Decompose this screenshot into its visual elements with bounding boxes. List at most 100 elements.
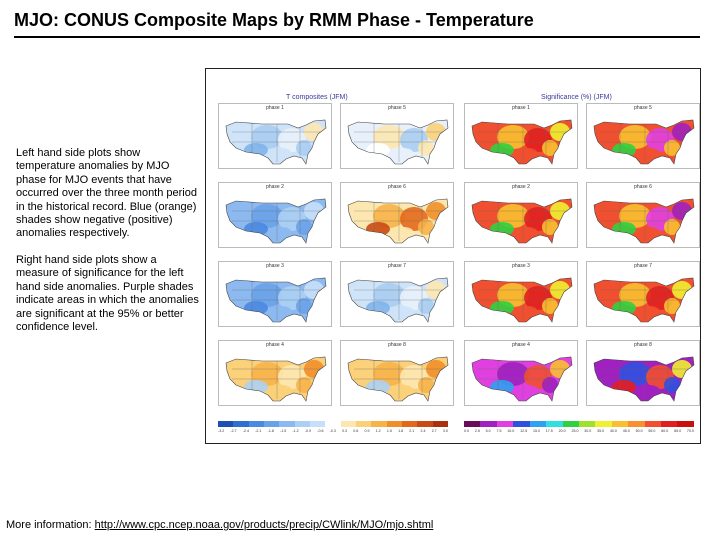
- panel-label: phase 7: [388, 263, 406, 269]
- colorbar-tick: -0.6: [317, 429, 324, 433]
- significance-colorbar-ticks: 0.0 2.5 5.0 7.5 10.0 12.5 15.0 17.5 20.0 25.0 30.0…: [464, 429, 694, 435]
- colorbar-tick: 0.9: [364, 429, 370, 433]
- colorbar-tick: 10.0: [507, 429, 515, 433]
- colorbar-swatch: [263, 421, 280, 427]
- colorbar-tick: 17.5: [545, 429, 553, 433]
- colorbar-tick: 1.8: [398, 429, 404, 433]
- conus-map: [593, 356, 695, 402]
- colorbar-tick: 50.0: [635, 429, 643, 433]
- colorbar-swatch: [578, 421, 596, 427]
- colorbar-swatch: [279, 421, 295, 427]
- more-info-link[interactable]: http://www.cpc.ncep.noaa.gov/products/pr…: [94, 519, 434, 531]
- colorbar-tick: -1.5: [280, 429, 287, 433]
- slide-title: MJO: CONUS Composite Maps by RMM Phase -…: [14, 10, 534, 30]
- panel-label: phase 7: [634, 263, 652, 269]
- conus-map: [593, 277, 695, 323]
- colorbar-swatch: [371, 421, 387, 427]
- colorbar-swatch: [595, 421, 612, 427]
- colorbar-swatch: [529, 421, 547, 427]
- colorbar-tick: 25.0: [571, 429, 579, 433]
- colorbar-swatch: [611, 421, 629, 427]
- significance-map-phase-5: phase 5: [586, 103, 700, 169]
- colorbar-swatch: [513, 421, 530, 427]
- conus-map: [347, 356, 449, 402]
- colorbar-tick: 65.0: [674, 429, 682, 433]
- composite-colorbar: [218, 421, 448, 427]
- colorbar-swatch: [355, 421, 372, 427]
- colorbar-tick: 1.2: [375, 429, 381, 433]
- colorbar-tick: 2.1: [409, 429, 415, 433]
- significance-map-phase-7: phase 7: [586, 261, 700, 327]
- colorbar-tick: 35.0: [597, 429, 605, 433]
- panel-label: phase 8: [388, 342, 406, 348]
- conus-map: [347, 198, 449, 244]
- colorbar-tick: -0.9: [304, 429, 312, 433]
- significance-map-phase-1: phase 1: [464, 103, 578, 169]
- colorbar-swatch: [218, 421, 234, 427]
- conus-map: [347, 119, 449, 165]
- composites-heading: T composites (JFM): [286, 94, 348, 101]
- composite-map-phase-4: phase 4: [218, 340, 332, 406]
- conus-map: [471, 119, 573, 165]
- conus-map: [225, 119, 327, 165]
- composite-colorbar-ticks: -3.2 -2.7 -2.4 -2.1 -1.8 -1.5 -1.2 -0.9 -0.6 -0.3…: [218, 429, 448, 435]
- colorbar-swatch: [628, 421, 645, 427]
- colorbar-tick: 2.5: [474, 429, 480, 433]
- colorbar-tick: -2.4: [242, 429, 250, 433]
- conus-map: [347, 277, 449, 323]
- conus-map: [471, 198, 573, 244]
- colorbar-tick: 0.3: [342, 429, 348, 433]
- conus-map: [593, 198, 695, 244]
- right-description: Right hand side plots show a measure of …: [16, 254, 199, 334]
- colorbar-tick: 45.0: [622, 429, 630, 433]
- colorbar-tick: -2.1: [255, 429, 262, 433]
- colorbar-tick: -2.7: [230, 429, 237, 433]
- panel-label: phase 4: [266, 342, 284, 348]
- colorbar-swatch: [644, 421, 662, 427]
- colorbar-tick: 40.0: [609, 429, 617, 433]
- colorbar-swatch: [248, 421, 264, 427]
- colorbar-swatch: [417, 421, 433, 427]
- colorbar-swatch: [464, 421, 481, 427]
- conus-map: [225, 198, 327, 244]
- colorbar-swatch: [546, 421, 563, 427]
- panel-label: phase 4: [512, 342, 530, 348]
- significance-map-phase-4: phase 4: [464, 340, 578, 406]
- panel-label: phase 6: [388, 184, 406, 190]
- panel-label: phase 3: [266, 263, 284, 269]
- colorbar-swatch: [309, 421, 326, 427]
- colorbar-tick: -3.2: [218, 429, 225, 433]
- panel-label: phase 2: [266, 184, 284, 190]
- colorbar-swatch: [233, 421, 249, 427]
- colorbar-tick: 60.0: [661, 429, 669, 433]
- significance-colorbar: [464, 421, 694, 427]
- panel-label: phase 3: [512, 263, 530, 269]
- colorbar-swatch: [562, 421, 579, 427]
- colorbar-tick: 2.4: [420, 429, 426, 433]
- colorbar-swatch: [496, 421, 514, 427]
- panel-label: phase 1: [266, 105, 284, 111]
- colorbar-tick: 1.5: [386, 429, 392, 433]
- colorbar-swatch: [401, 421, 418, 427]
- composite-maps-figure: T composites (JFM) Significance (%) (JFM…: [205, 68, 701, 444]
- significance-map-phase-6: phase 6: [586, 182, 700, 248]
- colorbar-tick: 3.0: [442, 429, 448, 433]
- colorbar-tick: 2.7: [431, 429, 437, 433]
- colorbar-swatch: [677, 421, 694, 427]
- composite-map-phase-3: phase 3: [218, 261, 332, 327]
- title-divider: [14, 36, 700, 38]
- more-info-line: More information: http://www.cpc.ncep.no…: [6, 519, 433, 531]
- conus-map: [471, 277, 573, 323]
- colorbar-tick: 12.5: [520, 429, 528, 433]
- panel-label: phase 8: [634, 342, 652, 348]
- conus-map: [225, 277, 327, 323]
- left-description: Left hand side plots show temperature an…: [16, 147, 197, 240]
- colorbar-tick: 55.0: [648, 429, 656, 433]
- colorbar-tick: -1.2: [292, 429, 299, 433]
- colorbar-tick: 0.6: [353, 429, 359, 433]
- colorbar-swatch: [432, 421, 448, 427]
- colorbar-swatch: [325, 421, 341, 427]
- panel-label: phase 5: [388, 105, 406, 111]
- panel-label: phase 2: [512, 184, 530, 190]
- significance-map-phase-3: phase 3: [464, 261, 578, 327]
